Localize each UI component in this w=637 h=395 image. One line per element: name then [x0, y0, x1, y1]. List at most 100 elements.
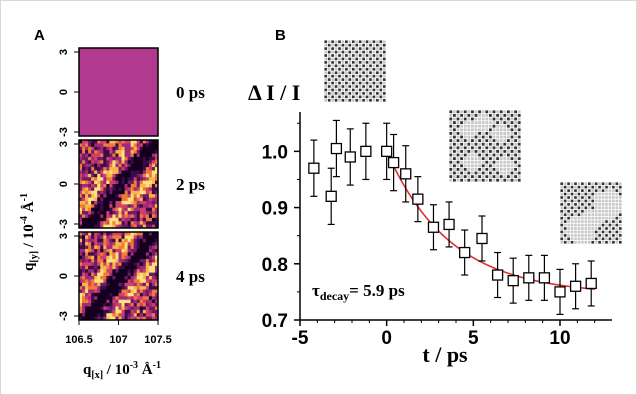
lattice-site [499, 114, 503, 117]
speckle-cell [91, 235, 95, 240]
speckle-cell [100, 204, 104, 209]
speckle-cell [139, 242, 144, 246]
speckle-cell [109, 214, 113, 219]
lattice-site [341, 78, 345, 81]
lattice-site [485, 157, 489, 160]
lattice-site [463, 153, 467, 157]
lattice-site [372, 92, 376, 95]
speckle-cell [115, 184, 119, 188]
speckle-cell [145, 316, 150, 320]
speckle-cell [106, 296, 110, 301]
speckle-cell [148, 309, 153, 314]
lattice-site [369, 88, 372, 92]
speckle-cell [88, 224, 92, 228]
speckle-cell [112, 217, 116, 222]
lattice-site [369, 50, 372, 54]
speckle-cell [79, 207, 83, 212]
lattice-site [362, 54, 365, 57]
speckle-cell [82, 286, 86, 290]
speckle-cell [142, 190, 147, 195]
lattice-site [324, 67, 328, 71]
speckle-cell [112, 299, 116, 304]
speckle-cell [82, 214, 86, 219]
lattice-site [612, 189, 615, 192]
lattice-site [601, 192, 605, 196]
lattice-site [496, 139, 499, 142]
lattice-site [376, 71, 379, 75]
speckle-cell [142, 200, 147, 205]
lattice-site [594, 223, 598, 227]
speckle-cell [133, 211, 138, 215]
speckle-cell [124, 242, 129, 246]
speckle-cell [136, 156, 141, 161]
speckle-cell [91, 279, 95, 284]
lattice-site [341, 92, 345, 95]
lattice-site [485, 117, 489, 121]
lattice-site [341, 81, 345, 85]
lattice-site [507, 117, 510, 121]
lattice-site [345, 64, 348, 68]
speckle-cell [151, 279, 156, 284]
lattice-site [496, 164, 499, 168]
speckle-cell [118, 214, 122, 219]
speckle-cell [100, 306, 104, 311]
speckle-cell [88, 262, 92, 267]
speckle-cell [115, 163, 119, 168]
lattice-site [345, 67, 348, 71]
speckle-cell [145, 211, 150, 215]
lattice-site [560, 240, 564, 244]
speckle-cell [145, 262, 150, 267]
speckle-cell [139, 272, 144, 277]
speckle-cell [124, 150, 129, 154]
speckle-cell [130, 262, 135, 267]
speckle-cell [133, 156, 138, 161]
speckle-cell [124, 303, 129, 307]
lattice-site [489, 164, 492, 168]
speckle-cell [82, 306, 86, 311]
lattice-site [605, 185, 608, 189]
lattice-site [594, 203, 598, 206]
speckle-cell [112, 306, 116, 311]
speckle-cell [145, 306, 150, 311]
speckle-cell [97, 214, 101, 219]
speckle-cell [154, 140, 158, 144]
lattice-site [612, 234, 615, 237]
lattice-site [369, 67, 372, 71]
speckle-cell [118, 146, 122, 151]
lattice-site [460, 124, 463, 128]
lattice-site [608, 185, 612, 189]
square-marker [412, 193, 424, 205]
lattice-site [372, 50, 376, 54]
lattice-site [362, 78, 365, 81]
lattice-site [324, 81, 328, 85]
speckle-cell [139, 217, 144, 222]
lattice-site [453, 146, 456, 150]
speckle-cell [94, 211, 98, 215]
speckle-cell [130, 180, 135, 185]
speckle-cell [94, 221, 98, 226]
lattice-site [348, 43, 352, 47]
lattice-site [591, 185, 595, 189]
speckle-cell [82, 316, 86, 320]
speckle-cell [133, 163, 138, 168]
lattice-site [577, 185, 581, 189]
speckle-cell [130, 170, 135, 175]
lattice-site [358, 81, 362, 85]
speckle-cell [88, 197, 92, 202]
speckle-cell [145, 170, 150, 175]
lattice-site [485, 121, 489, 124]
speckle-cell [97, 296, 101, 301]
lattice-site [574, 230, 577, 234]
speckle-cell [103, 299, 107, 304]
speckle-cell [97, 180, 101, 185]
lattice-site [449, 160, 453, 164]
lattice-site [362, 50, 365, 54]
speckle-cell [100, 156, 104, 161]
lattice-site [334, 81, 338, 85]
speckle-cell [79, 269, 83, 274]
lattice-site [507, 150, 510, 153]
speckle-cell [121, 242, 125, 246]
lattice-site [463, 121, 467, 124]
lattice-site [478, 168, 481, 171]
lattice-site [474, 124, 478, 128]
